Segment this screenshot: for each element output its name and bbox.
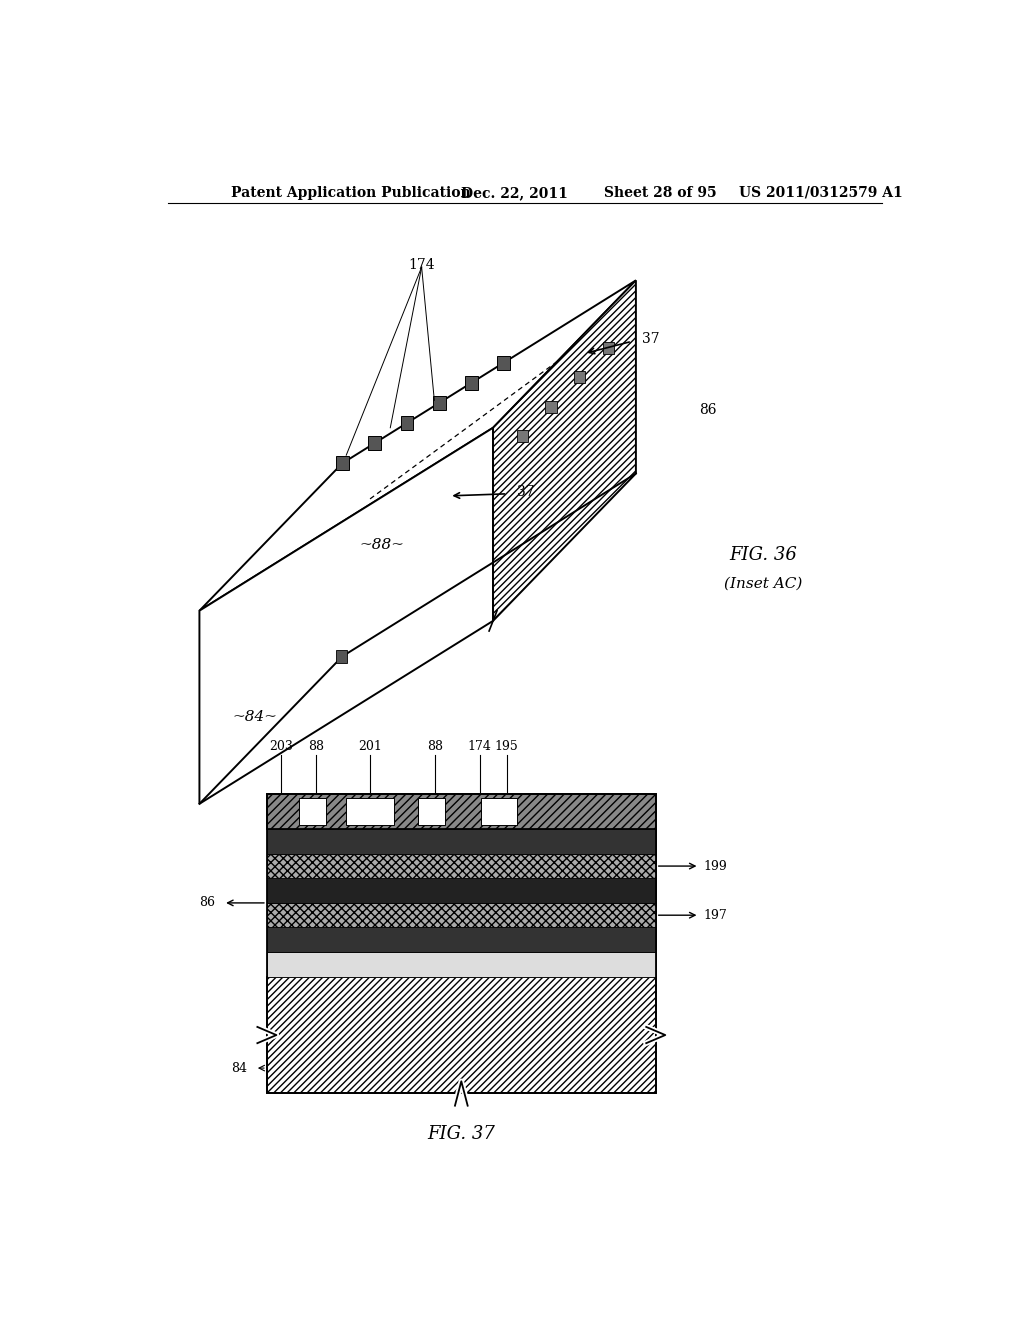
Text: FIG. 36: FIG. 36	[729, 545, 797, 564]
Text: 86: 86	[699, 404, 717, 417]
Polygon shape	[200, 280, 636, 611]
Text: 86: 86	[200, 896, 215, 909]
Text: ~88~: ~88~	[359, 537, 404, 552]
Text: 203: 203	[269, 741, 293, 752]
Bar	[369, 436, 381, 450]
Text: 174: 174	[409, 259, 435, 272]
Bar	[400, 416, 414, 430]
Text: 88: 88	[308, 741, 324, 752]
Polygon shape	[346, 799, 394, 825]
Text: 199: 199	[703, 859, 727, 873]
Polygon shape	[267, 903, 655, 928]
Text: 201: 201	[358, 741, 382, 752]
Polygon shape	[267, 878, 655, 903]
Polygon shape	[494, 280, 636, 620]
Text: Sheet 28 of 95: Sheet 28 of 95	[604, 186, 717, 199]
Text: 37: 37	[517, 484, 535, 499]
Polygon shape	[267, 793, 655, 829]
Text: 37: 37	[642, 333, 659, 346]
Polygon shape	[200, 428, 494, 804]
Polygon shape	[299, 799, 327, 825]
Bar	[574, 371, 585, 383]
Polygon shape	[267, 829, 655, 854]
Text: Patent Application Publication: Patent Application Publication	[231, 186, 471, 199]
Text: 174: 174	[468, 741, 492, 752]
Text: 197: 197	[703, 908, 727, 921]
Polygon shape	[267, 977, 655, 1093]
Text: 88: 88	[427, 741, 443, 752]
Bar	[336, 651, 347, 663]
Text: Dec. 22, 2011: Dec. 22, 2011	[461, 186, 568, 199]
Text: ~84~: ~84~	[232, 710, 278, 725]
Bar	[517, 430, 528, 442]
Polygon shape	[267, 928, 655, 952]
Text: FIG. 37: FIG. 37	[427, 1125, 496, 1143]
Bar	[546, 400, 557, 413]
Bar	[336, 457, 348, 470]
Bar	[465, 376, 478, 389]
Polygon shape	[267, 952, 655, 977]
Polygon shape	[481, 799, 517, 825]
Bar	[498, 355, 510, 370]
Text: 84: 84	[231, 1061, 247, 1074]
Bar	[433, 396, 445, 411]
Text: (Inset AC): (Inset AC)	[724, 577, 802, 590]
Text: 195: 195	[495, 741, 518, 752]
Polygon shape	[267, 854, 655, 878]
Bar	[602, 342, 613, 354]
Text: US 2011/0312579 A1: US 2011/0312579 A1	[739, 186, 903, 199]
Polygon shape	[418, 799, 445, 825]
